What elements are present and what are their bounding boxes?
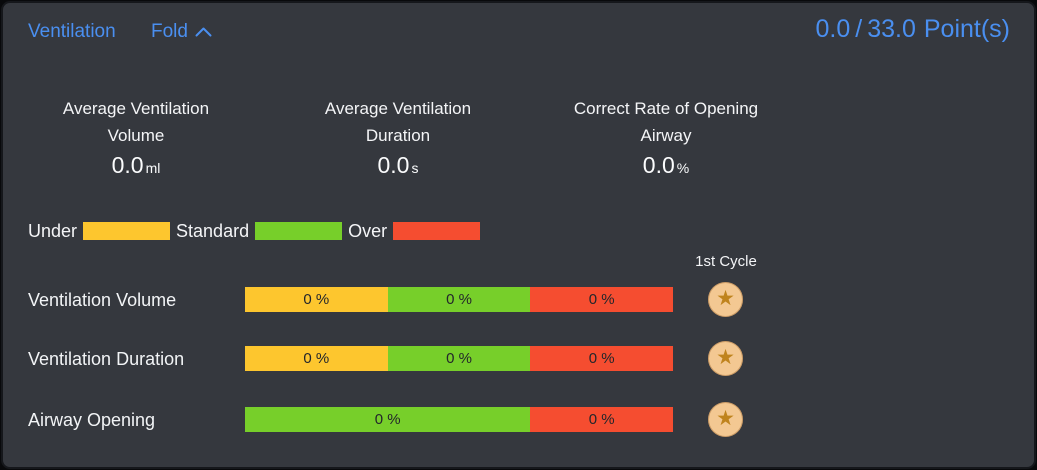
cycle-star-badge: ★ — [708, 402, 743, 437]
star-icon: ★ — [716, 407, 735, 430]
bar-segment-over: 0 % — [530, 287, 674, 312]
bar-row-ventilation-duration: Ventilation Duration 0 % 0 % 0 % ★ — [3, 340, 1034, 378]
legend-swatch-standard — [255, 222, 343, 240]
legend-swatch-under — [83, 222, 171, 240]
stat-value: 0.0 — [111, 152, 144, 178]
bar-segment-under: 0 % — [245, 287, 388, 312]
bar-segment-standard: 0 % — [245, 407, 531, 432]
stat-unit: % — [676, 160, 690, 176]
legend-swatch-over — [393, 222, 481, 240]
bar-row-airway-opening: Airway Opening 0 % 0 % ★ — [3, 401, 1034, 439]
stat-unit: ml — [145, 160, 161, 176]
legend-label-over: Over — [348, 220, 388, 241]
stat-title-line2: Volume — [107, 126, 165, 145]
score-separator: / — [855, 15, 863, 43]
bar-segment-over: 0 % — [530, 346, 674, 371]
bar-segment-standard: 0 % — [387, 346, 531, 371]
row-label: Airway Opening — [28, 410, 156, 430]
stats-summary: Average Ventilation Volume 0.0 ml Average… — [21, 95, 786, 179]
star-icon: ★ — [716, 346, 735, 369]
stacked-bar: 0 % 0 % — [245, 407, 673, 432]
legend-label-standard: Standard — [176, 220, 250, 241]
zone-legend: Under Standard Over — [28, 220, 481, 242]
stat-correct-rate-opening-airway: Correct Rate of Opening Airway 0.0% — [546, 95, 786, 179]
bar-segment-standard: 0 % — [387, 287, 531, 312]
score-display: 0.0/33.0 Point(s) — [815, 15, 1010, 44]
stat-title-line1: Correct Rate of Opening — [573, 99, 759, 118]
cycle-star-badge: ★ — [708, 282, 743, 317]
chevron-up-icon — [195, 21, 212, 43]
stat-average-ventilation-volume: Average Ventilation Volume 0.0 ml — [21, 95, 251, 179]
stat-title-line1: Average Ventilation — [62, 99, 210, 118]
stacked-bar: 0 % 0 % 0 % — [245, 287, 674, 312]
bar-segment-under: 0 % — [245, 346, 388, 371]
star-icon: ★ — [716, 287, 735, 310]
bar-row-ventilation-volume: Ventilation Volume 0 % 0 % 0 % ★ — [3, 281, 1034, 319]
legend-label-under: Under — [28, 220, 78, 241]
fold-toggle-label: Fold — [151, 21, 188, 42]
bar-segment-over: 0 % — [530, 407, 673, 432]
row-label: Ventilation Volume — [28, 290, 177, 310]
stat-title-line2: Airway — [640, 126, 692, 145]
stat-unit: s — [411, 160, 419, 176]
row-label: Ventilation Duration — [28, 349, 185, 369]
panel-title: Ventilation — [28, 21, 116, 42]
score-unit: Point(s) — [923, 15, 1010, 43]
stat-average-ventilation-duration: Average Ventilation Duration 0.0 s — [283, 95, 513, 179]
score-total: 33.0 — [867, 15, 916, 43]
fold-toggle[interactable]: Fold — [151, 21, 212, 43]
stacked-bar: 0 % 0 % 0 % — [245, 346, 674, 371]
cycle-column-header: 1st Cycle — [695, 253, 757, 270]
stat-value: 0.0 — [377, 152, 410, 178]
score-earned: 0.0 — [815, 15, 851, 43]
stat-title-line2: Duration — [365, 126, 431, 145]
stat-value: 0.0 — [642, 152, 675, 178]
cycle-star-badge: ★ — [708, 341, 743, 376]
stat-title-line1: Average Ventilation — [324, 99, 472, 118]
